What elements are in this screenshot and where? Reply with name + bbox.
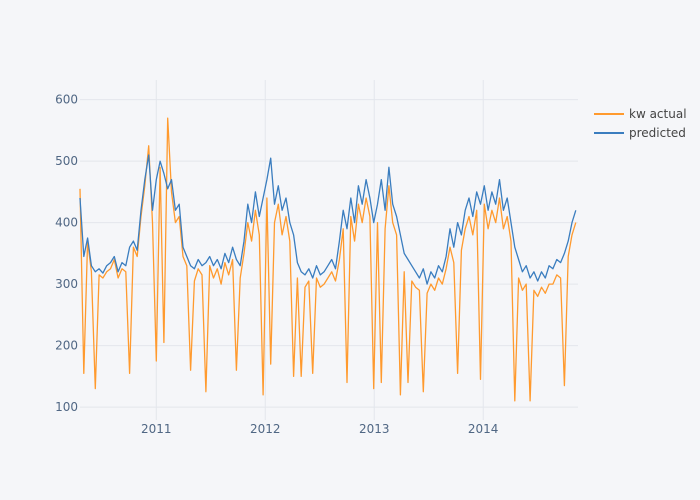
y-tick-label: 200 xyxy=(55,339,78,353)
legend-item-kw-actual[interactable]: kw actual xyxy=(594,107,687,121)
legend-label: kw actual xyxy=(629,107,687,121)
y-tick-label: 100 xyxy=(55,400,78,414)
gridlines xyxy=(80,80,578,420)
y-tick-label: 600 xyxy=(55,93,78,107)
y-tick-label: 500 xyxy=(55,154,78,168)
series-lines xyxy=(79,117,577,402)
legend-label: predicted xyxy=(629,126,686,140)
x-axis-ticks: 2011 2012 2013 2014 xyxy=(141,422,498,436)
legend-item-predicted[interactable]: predicted xyxy=(594,126,686,140)
y-axis-ticks: 100 200 300 400 500 600 xyxy=(55,93,78,414)
x-tick-label: 2013 xyxy=(359,422,390,436)
x-tick-label: 2014 xyxy=(468,422,499,436)
x-tick-label: 2011 xyxy=(141,422,172,436)
legend[interactable]: kw actual predicted xyxy=(594,107,687,140)
x-tick-label: 2012 xyxy=(250,422,281,436)
series-line-predicted xyxy=(79,154,577,285)
y-tick-label: 400 xyxy=(55,216,78,230)
y-tick-label: 300 xyxy=(55,277,78,291)
series-line-kw-actual xyxy=(79,117,577,402)
